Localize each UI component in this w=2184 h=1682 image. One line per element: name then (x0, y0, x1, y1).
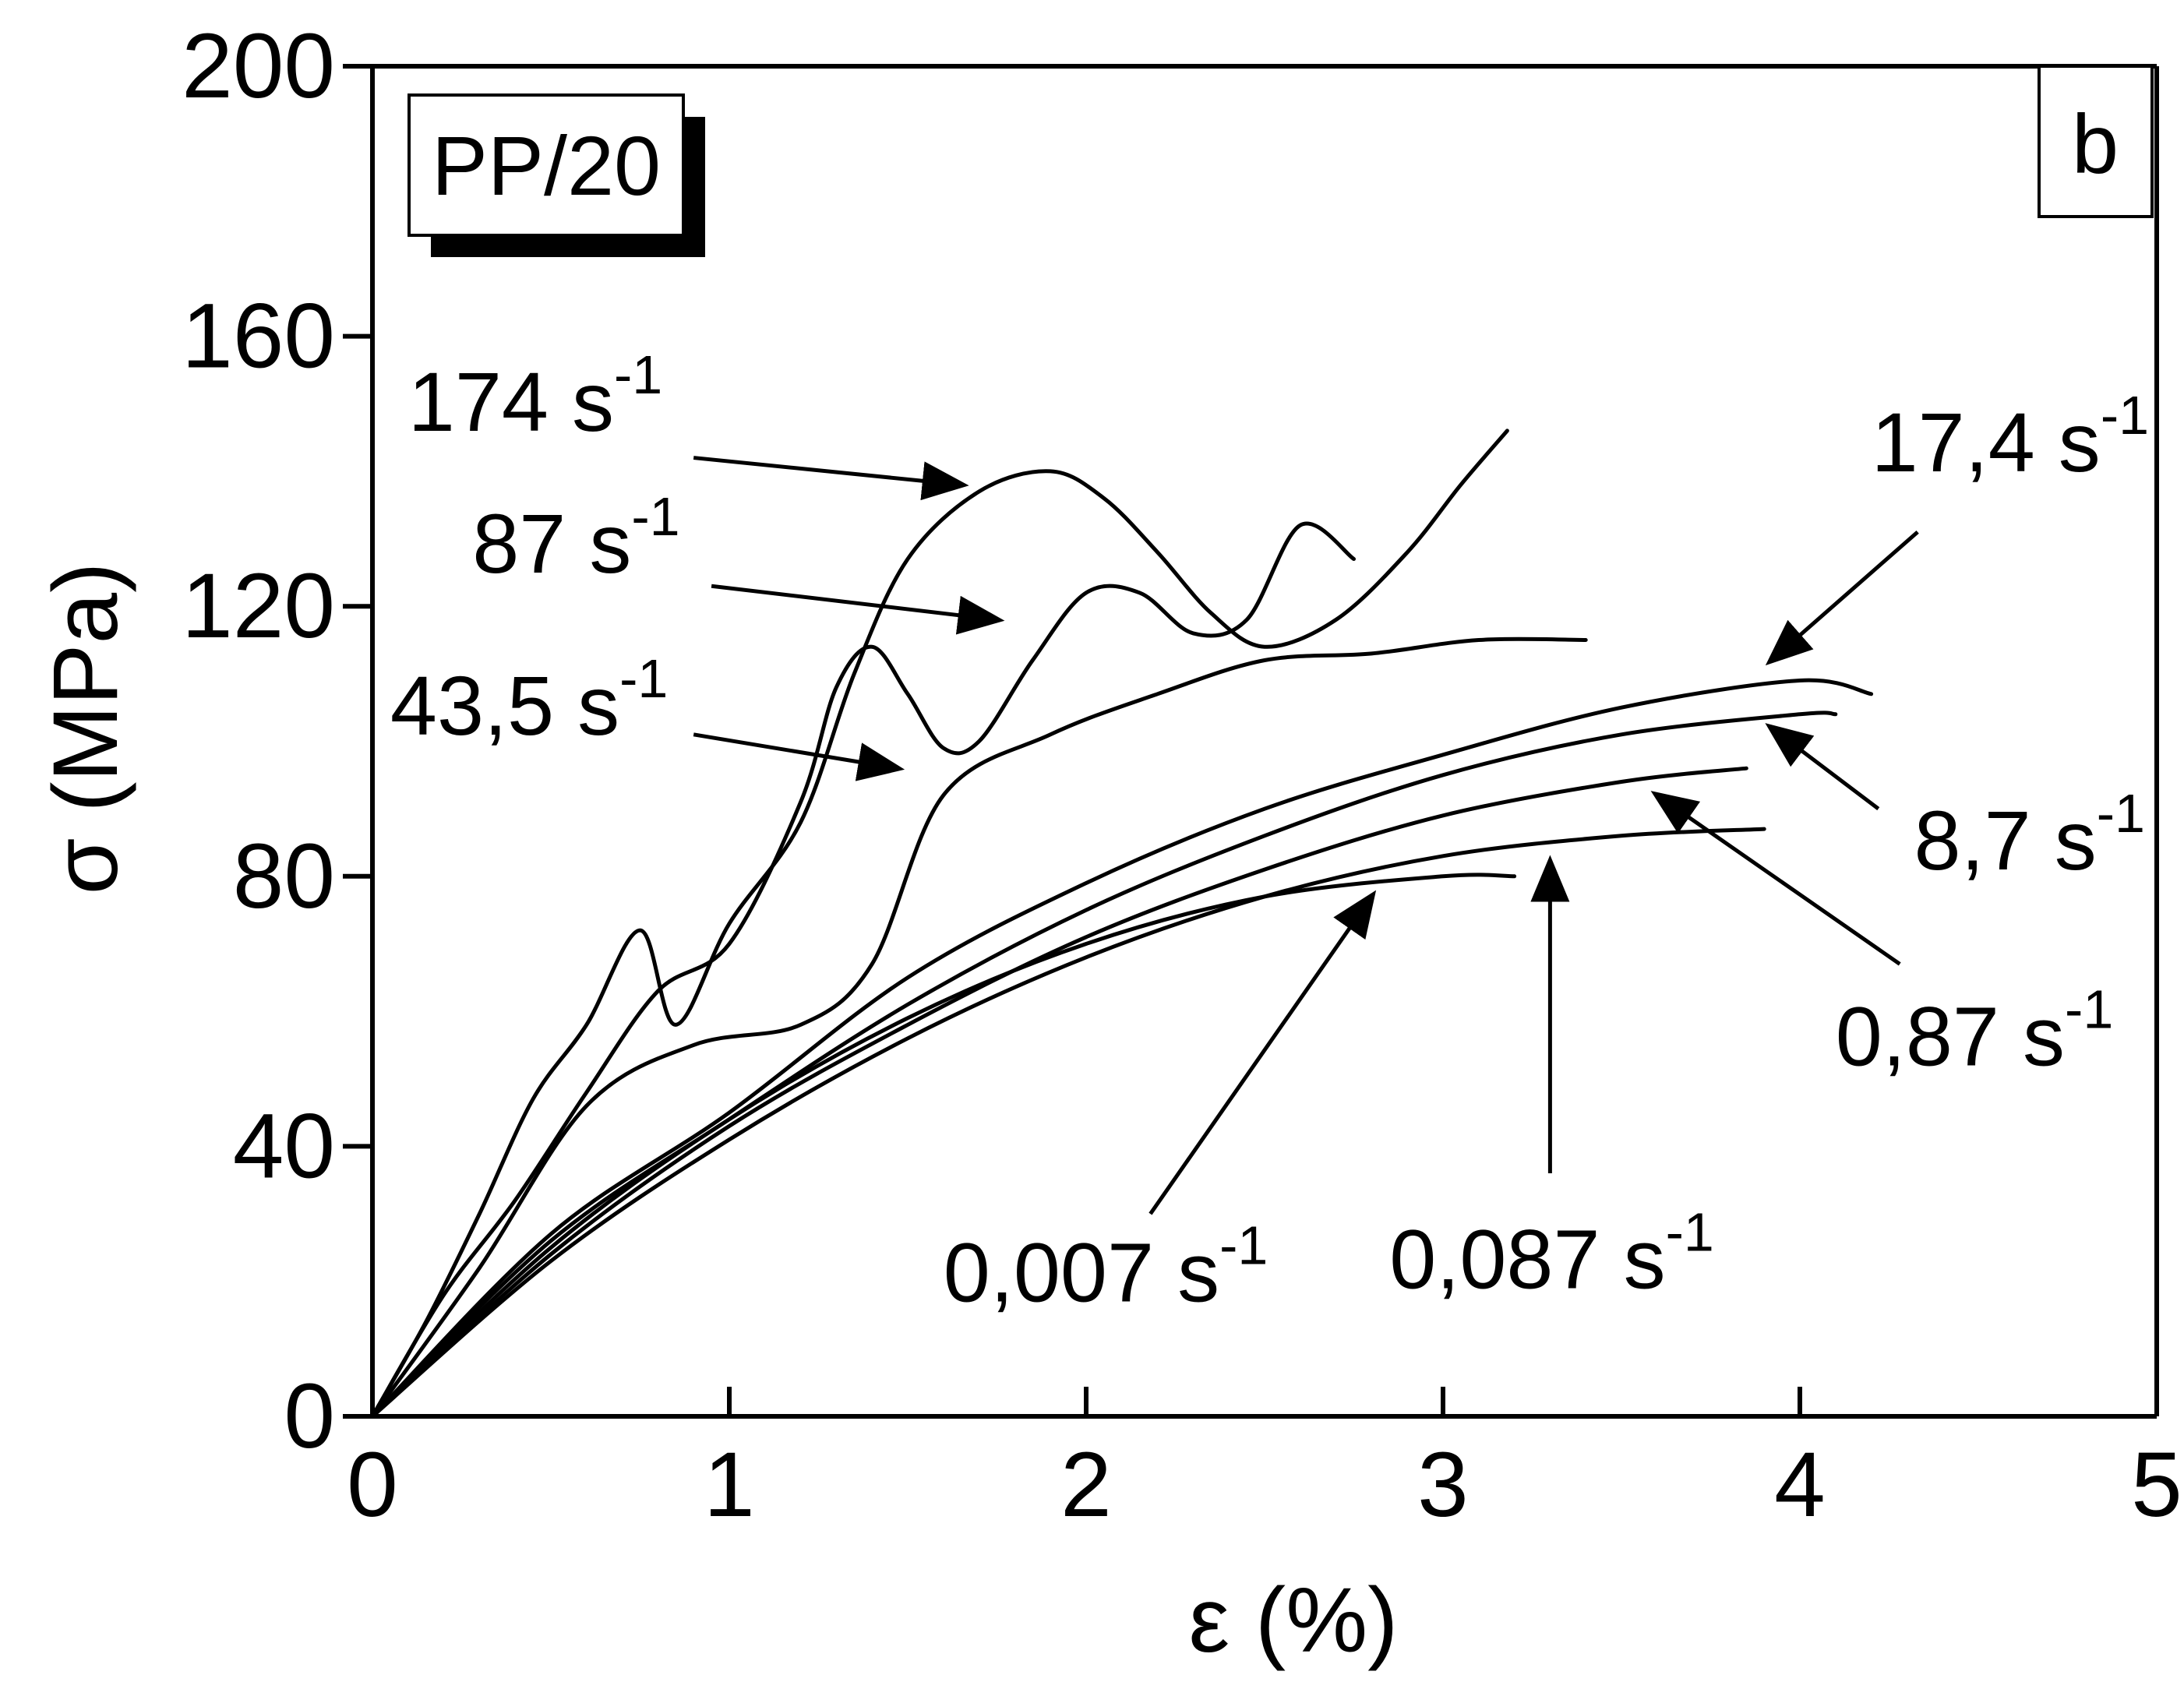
curve-annotations: 174 s-1 87 s-1 43,5 s-1 17,4 s-1 8,7 s-1 0,87… (390, 344, 2149, 1320)
y-tick-label: 80 (233, 825, 335, 928)
x-tick-label: 5 (2131, 1433, 2182, 1536)
panel-label-box: b (2038, 65, 2154, 218)
x-tick-label: 1 (704, 1433, 755, 1536)
annotation-arrow-0-007 (1148, 890, 1377, 1215)
y-tick-label: 160 (182, 285, 335, 388)
axes: 0 1 2 3 4 5 0 40 80 120 160 200 (182, 15, 2182, 1536)
y-tick-label: 0 (284, 1365, 335, 1468)
x-tick-label: 0 (347, 1433, 398, 1536)
annotation-arrow-17-4 (1765, 531, 1919, 666)
x-tick-label: 2 (1060, 1433, 1112, 1536)
curve-label-17-4: 17,4 s-1 (1872, 385, 2149, 489)
series-line-0-87 (370, 766, 1748, 1419)
curve-label-174: 174 s-1 (408, 344, 662, 449)
curve-label-0-087: 0,087 s-1 (1389, 1201, 1714, 1306)
y-axis-title: σ (MPa) (34, 562, 137, 895)
series-line-0-007 (370, 873, 1517, 1419)
series-line-0-087 (370, 827, 1766, 1419)
x-axis-title: ε (%) (1189, 1569, 1399, 1672)
panel-label: b (2072, 97, 2119, 191)
curve-label-8-7: 8,7 s-1 (1914, 783, 2145, 887)
material-label-box: PP/20 (408, 93, 705, 257)
y-tick-label: 200 (182, 15, 335, 118)
x-tick-label: 4 (1774, 1433, 1826, 1536)
curve-label-0-007: 0,007 s-1 (944, 1215, 1268, 1320)
curves (370, 428, 1874, 1419)
annotation-arrow-87 (711, 584, 1005, 635)
annotation-arrow-8-7 (1765, 723, 1880, 811)
series-line-8-7 (370, 711, 1838, 1419)
annotation-arrow-174 (693, 456, 969, 501)
curve-label-0-87: 0,87 s-1 (1836, 979, 2113, 1083)
curve-label-43-5: 43,5 s-1 (390, 648, 668, 753)
series-line-87 (370, 521, 1356, 1419)
annotation-arrow-0-87 (1650, 791, 1901, 966)
panel-label-frame (2038, 65, 2154, 218)
material-label-frame (408, 93, 685, 237)
material-label: PP/20 (432, 118, 661, 213)
series-line-17-4 (370, 678, 1874, 1419)
y-tick-label: 40 (233, 1095, 335, 1197)
y-tick-label: 120 (182, 555, 335, 658)
x-tick-label: 3 (1417, 1433, 1469, 1536)
annotation-arrow-43-5 (693, 732, 905, 781)
curve-label-87: 87 s-1 (472, 486, 679, 591)
series-line-43-5 (370, 636, 1588, 1419)
